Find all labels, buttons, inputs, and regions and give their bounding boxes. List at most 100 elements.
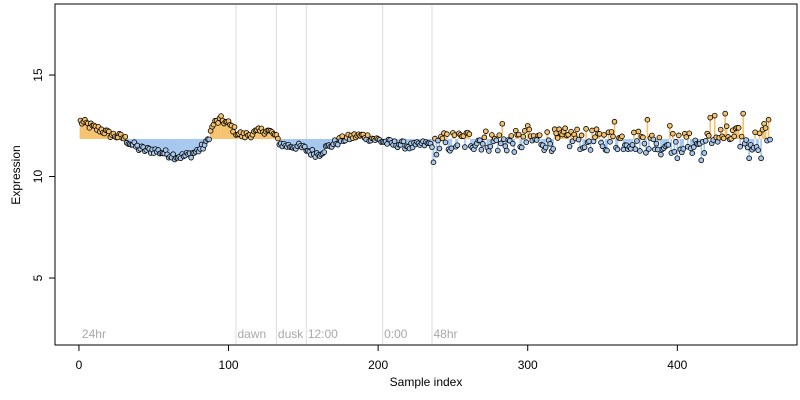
- data-point: [641, 140, 648, 147]
- data-point: [478, 146, 485, 153]
- data-point: [758, 155, 764, 162]
- data-point: [544, 129, 550, 135]
- data-point: [607, 139, 613, 145]
- data-point: [752, 129, 758, 136]
- data-point: [448, 145, 455, 152]
- data-point: [658, 151, 664, 158]
- data-point: [611, 118, 618, 125]
- data-point: [746, 155, 752, 162]
- data-point: [698, 157, 705, 164]
- section-label: 0:00: [384, 327, 408, 341]
- y-tick-label: 15: [31, 68, 45, 82]
- x-axis-title: Sample index: [390, 375, 463, 389]
- data-point: [495, 147, 501, 154]
- data-point: [499, 120, 506, 127]
- data-point: [562, 125, 568, 132]
- section-labels: 24hr dawn dusk 12:00 0:00 48hr: [82, 327, 458, 341]
- data-point: [604, 147, 610, 154]
- data-point: [574, 126, 580, 133]
- data-point: [755, 147, 761, 153]
- x-tick-label: 200: [368, 358, 388, 372]
- data-point: [493, 137, 500, 143]
- data-point: [477, 137, 483, 143]
- data-point: [671, 148, 678, 155]
- data-point: [701, 150, 708, 156]
- data-point: [720, 135, 727, 142]
- data-point: [643, 149, 649, 156]
- data-point: [705, 132, 712, 139]
- data-point: [554, 135, 561, 141]
- x-tick-label: 100: [219, 358, 239, 372]
- data-point: [122, 133, 129, 140]
- data-point: [515, 131, 522, 138]
- data-point: [656, 134, 663, 141]
- data-point: [683, 134, 690, 140]
- data-point: [665, 142, 672, 148]
- data-point: [587, 147, 594, 153]
- data-point: [711, 112, 718, 119]
- data-point: [644, 116, 651, 123]
- data-point: [608, 129, 615, 135]
- data-point: [578, 132, 585, 139]
- data-point: [731, 133, 737, 140]
- data-point: [765, 116, 772, 123]
- data-point: [575, 136, 582, 143]
- data-point: [439, 135, 446, 142]
- y-tick-label: 5: [31, 274, 45, 281]
- data-point: [717, 126, 724, 133]
- data-point: [566, 143, 573, 150]
- data-point: [550, 146, 556, 152]
- data-point: [526, 126, 533, 133]
- data-point: [581, 144, 588, 151]
- data-point: [454, 142, 461, 149]
- data-point: [599, 143, 606, 150]
- data-point: [629, 142, 636, 148]
- y-tick-label: 10: [31, 170, 45, 184]
- section-label: 24hr: [82, 327, 106, 341]
- data-point: [489, 132, 495, 138]
- data-point: [483, 128, 489, 135]
- data-point: [762, 125, 769, 131]
- data-point: [444, 131, 450, 137]
- section-separators: [235, 5, 433, 344]
- section-label: 48hr: [433, 327, 457, 341]
- data-point: [500, 136, 507, 142]
- data-point: [436, 145, 443, 152]
- data-point: [497, 140, 504, 147]
- data-point: [466, 131, 473, 137]
- data-point: [653, 140, 660, 147]
- data-point: [451, 132, 458, 138]
- data-point: [592, 134, 598, 140]
- data-point: [364, 132, 371, 138]
- data-point: [503, 147, 510, 154]
- data-point: [689, 150, 696, 156]
- data-point: [756, 130, 763, 137]
- data-point: [547, 141, 553, 147]
- data-point: [735, 125, 742, 131]
- data-point: [676, 132, 682, 139]
- data-point: [670, 130, 676, 137]
- plot-frame: [54, 3, 798, 346]
- data-point: [542, 144, 549, 151]
- data-point: [614, 146, 621, 153]
- data-point: [339, 133, 346, 139]
- data-point: [496, 132, 503, 138]
- data-point: [589, 127, 595, 134]
- data-point: [738, 133, 745, 140]
- section-label: 12:00: [308, 327, 338, 341]
- data-point: [231, 124, 238, 130]
- data-point: [509, 140, 516, 147]
- data-point: [655, 146, 661, 153]
- data-point: [583, 126, 589, 132]
- data-point: [722, 110, 728, 117]
- data-point: [518, 144, 525, 151]
- data-point: [610, 133, 616, 140]
- y-axis-title: Expression: [9, 145, 23, 204]
- data-point: [686, 130, 693, 137]
- data-point: [601, 132, 607, 138]
- data-point: [400, 138, 407, 145]
- data-point: [673, 139, 679, 145]
- data-point: [433, 151, 440, 158]
- data-point: [632, 146, 639, 152]
- data-point: [334, 141, 341, 148]
